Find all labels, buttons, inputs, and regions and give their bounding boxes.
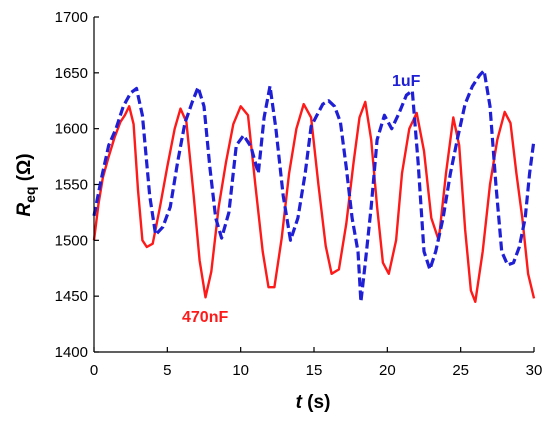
y-tick-label: 1700	[55, 9, 88, 26]
x-tick-label: 25	[452, 362, 469, 379]
series-line-1uF	[92, 69, 536, 304]
y-tick-label: 1450	[55, 288, 88, 305]
y-tick-label: 1400	[55, 344, 88, 361]
x-tick-label: 5	[163, 362, 171, 379]
x-tick-label: 20	[379, 362, 396, 379]
ticks: 1400 1450 1500 1550 1600 1650 1700 0 5 10 15 20 25 30	[55, 9, 543, 379]
y-axis-title: Req (Ω)	[14, 153, 38, 216]
y-tick-label: 1500	[55, 232, 88, 249]
y-tick-label: 1600	[55, 121, 88, 138]
plot-lines	[92, 69, 536, 304]
series-label-1uF: 1uF	[392, 73, 421, 90]
series-label-470nF: 470nF	[182, 309, 228, 326]
y-tick-label: 1550	[55, 177, 88, 194]
x-tick-label: 10	[232, 362, 249, 379]
x-axis-title: t (s)	[296, 392, 331, 413]
x-tick-label: 15	[306, 362, 323, 379]
x-tick-label: 0	[90, 362, 98, 379]
series-line-470nF	[92, 100, 536, 303]
y-tick-label: 1650	[55, 65, 88, 82]
x-tick-label: 30	[526, 362, 543, 379]
